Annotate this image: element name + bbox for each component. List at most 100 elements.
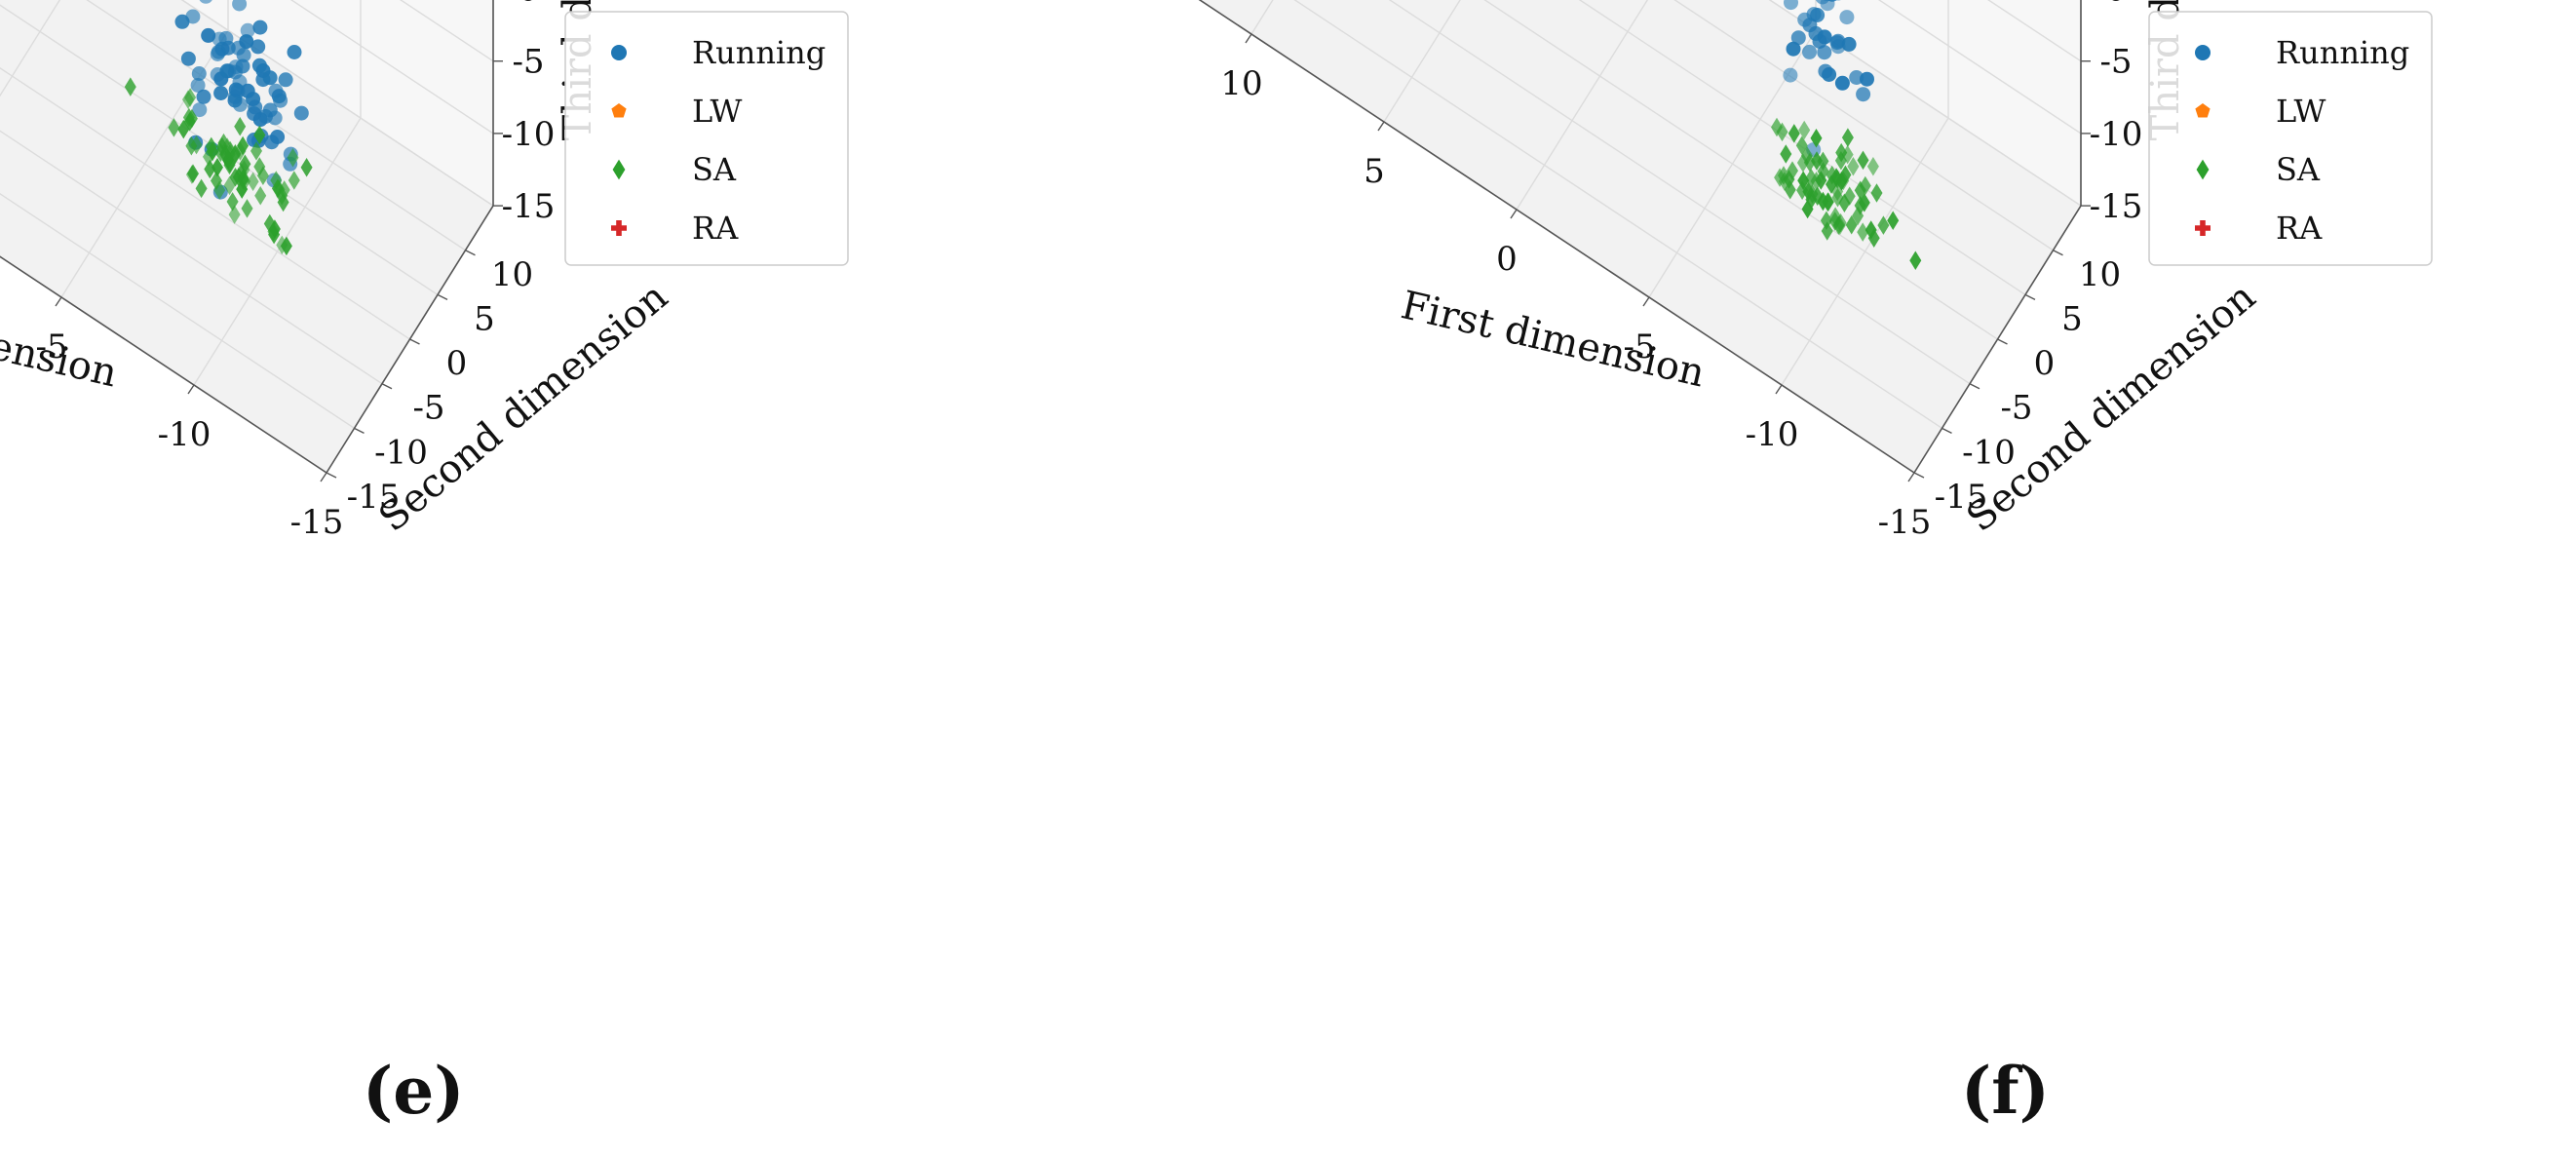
y-tick-label: -10 bbox=[1962, 433, 2016, 472]
data-point bbox=[1860, 71, 1874, 87]
data-point bbox=[237, 135, 250, 156]
y-tick-label: 0 bbox=[2034, 344, 2056, 383]
z-tick-label: -5 bbox=[2099, 43, 2132, 82]
data-point bbox=[203, 147, 214, 167]
data-point bbox=[1841, 36, 1857, 52]
series-sa bbox=[1771, 117, 1922, 271]
x-tick bbox=[1377, 121, 1385, 132]
legend-marker-ra bbox=[611, 220, 627, 236]
data-point bbox=[204, 159, 216, 179]
legend-marker-lw bbox=[611, 103, 627, 118]
data-point bbox=[223, 175, 236, 196]
y-tick-label: 5 bbox=[474, 299, 495, 338]
data-point bbox=[213, 180, 226, 200]
gridline bbox=[0, 130, 383, 385]
data-point bbox=[250, 141, 262, 161]
data-point bbox=[213, 86, 229, 100]
data-point bbox=[268, 219, 281, 239]
data-point bbox=[1801, 199, 1814, 219]
legend-marker-sa bbox=[612, 159, 626, 180]
series-running bbox=[1783, 0, 1874, 158]
data-point bbox=[278, 72, 293, 88]
legend-box bbox=[564, 11, 849, 266]
data-point bbox=[1788, 124, 1800, 143]
data-point bbox=[232, 168, 245, 187]
data-point bbox=[201, 27, 216, 43]
data-point bbox=[1811, 151, 1823, 171]
data-point bbox=[174, 14, 190, 29]
data-point bbox=[1822, 192, 1834, 212]
data-point bbox=[191, 66, 207, 81]
data-point bbox=[1786, 41, 1801, 57]
y-tick bbox=[465, 250, 476, 256]
z-tick-label: -10 bbox=[502, 115, 556, 154]
data-point bbox=[1816, 0, 1829, 5]
x-tick-label: 5 bbox=[1364, 152, 1385, 191]
x-tick-label: 10 bbox=[1220, 64, 1262, 103]
gridline bbox=[1768, 0, 2082, 207]
data-point bbox=[1909, 250, 1922, 271]
data-point bbox=[1784, 0, 1798, 11]
x-tick-label: -10 bbox=[1746, 415, 1799, 454]
data-point bbox=[256, 166, 269, 185]
data-point bbox=[1817, 151, 1829, 172]
y-tick bbox=[1913, 472, 1925, 479]
data-point bbox=[1866, 157, 1879, 176]
y-tick-label: 5 bbox=[2061, 299, 2083, 338]
data-point bbox=[1817, 45, 1832, 60]
data-point bbox=[223, 155, 236, 175]
data-point bbox=[1790, 30, 1806, 46]
legend-label-sa: SA bbox=[692, 151, 737, 188]
floor-pane bbox=[0, 0, 493, 473]
data-point bbox=[1826, 165, 1838, 185]
data-point bbox=[177, 119, 190, 139]
y-tick-label: -15 bbox=[1935, 478, 1988, 517]
y-tick bbox=[354, 427, 365, 434]
data-point bbox=[190, 135, 203, 155]
data-point bbox=[185, 108, 198, 129]
x-tick bbox=[55, 296, 62, 307]
y-tick bbox=[437, 293, 448, 301]
z-tick-label: 0 bbox=[518, 0, 539, 10]
data-point bbox=[1776, 122, 1788, 142]
x-tick-label: -10 bbox=[158, 415, 211, 454]
legend-marker-sa bbox=[2196, 159, 2210, 180]
data-point bbox=[214, 142, 227, 163]
data-point bbox=[1857, 222, 1869, 242]
data-point bbox=[254, 186, 267, 206]
data-point bbox=[196, 89, 211, 104]
data-point bbox=[250, 39, 266, 55]
x-tick bbox=[187, 384, 195, 395]
data-point bbox=[251, 58, 267, 73]
data-point bbox=[262, 70, 278, 86]
data-point bbox=[1847, 156, 1860, 176]
data-point bbox=[190, 78, 206, 93]
data-point bbox=[195, 178, 208, 199]
legend-label-lw: LW bbox=[692, 93, 742, 130]
data-point bbox=[1802, 18, 1818, 33]
data-point bbox=[264, 135, 280, 150]
data-point bbox=[219, 63, 235, 79]
data-point bbox=[1856, 87, 1871, 102]
floor-pane bbox=[1200, 0, 2081, 473]
y-tick bbox=[381, 383, 393, 390]
gridline bbox=[0, 192, 355, 429]
y-tick-label: -5 bbox=[2000, 389, 2032, 428]
data-point bbox=[1783, 67, 1798, 83]
data-point bbox=[235, 58, 250, 74]
data-point bbox=[239, 154, 251, 174]
legend-marker-lw bbox=[2195, 103, 2211, 118]
legend-label-running: Running bbox=[692, 34, 826, 71]
legend-marker-running bbox=[611, 45, 627, 60]
data-point bbox=[268, 83, 284, 98]
x-tick-label: -15 bbox=[1878, 503, 1932, 542]
y-tick-label: -10 bbox=[374, 433, 428, 472]
legend: Running LW SA RA bbox=[2148, 11, 2433, 266]
y-tick-label: -15 bbox=[347, 478, 401, 517]
data-point bbox=[1870, 183, 1883, 203]
data-point bbox=[185, 165, 198, 184]
data-point bbox=[211, 158, 223, 177]
gridline bbox=[1877, 0, 2082, 135]
gridline bbox=[1578, 0, 2026, 295]
data-point bbox=[1859, 175, 1871, 196]
